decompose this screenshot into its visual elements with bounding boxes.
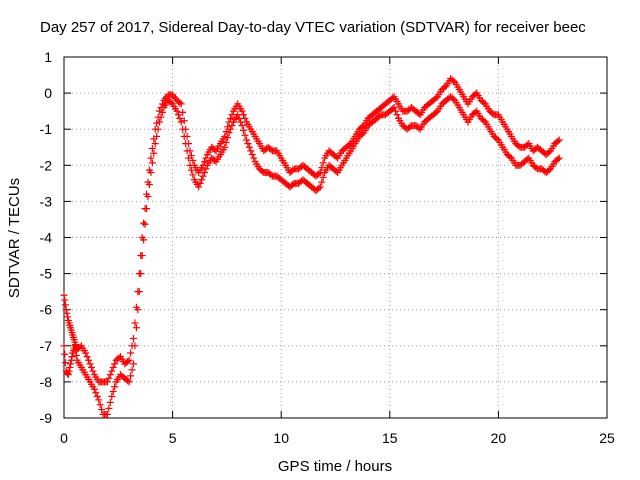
y-tick-label: 1 <box>44 49 52 65</box>
chart-title: Day 257 of 2017, Sidereal Day-to-day VTE… <box>40 19 586 36</box>
x-tick-label: 5 <box>169 430 177 446</box>
x-tick-label: 0 <box>60 430 68 446</box>
y-tick-label: -6 <box>40 302 53 318</box>
y-tick-label: -7 <box>40 338 53 354</box>
x-tick-label: 10 <box>273 430 289 446</box>
y-tick-label: -2 <box>40 157 53 173</box>
y-tick-label: -9 <box>40 410 53 426</box>
x-tick-label: 15 <box>382 430 398 446</box>
x-tick-label: 20 <box>491 430 507 446</box>
y-tick-label: -3 <box>40 193 53 209</box>
y-tick-label: 0 <box>44 85 52 101</box>
x-tick-label: 25 <box>599 430 615 446</box>
y-tick-label: -1 <box>40 121 53 137</box>
y-tick-label: -4 <box>40 230 53 246</box>
y-tick-label: -8 <box>40 374 53 390</box>
y-tick-label: -5 <box>40 266 53 282</box>
x-axis-label: GPS time / hours <box>278 458 392 475</box>
y-axis-label: SDTVAR / TECUs <box>6 178 23 298</box>
